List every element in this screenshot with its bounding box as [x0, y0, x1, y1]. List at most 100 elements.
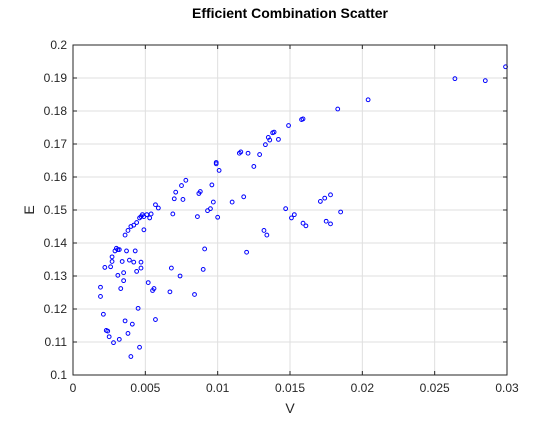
data-point	[283, 206, 289, 212]
data-point	[229, 199, 235, 205]
data-point	[338, 209, 344, 215]
data-point	[168, 265, 174, 271]
data-point	[200, 267, 206, 272]
data-point	[98, 284, 103, 290]
x-tick-label: 0.02	[351, 381, 375, 395]
data-point	[289, 215, 294, 221]
data-point	[105, 328, 111, 334]
data-point	[271, 129, 277, 135]
data-point	[125, 228, 131, 233]
y-tick-label: 0.14	[44, 236, 68, 250]
data-point	[267, 137, 273, 143]
data-point	[118, 286, 124, 291]
data-point	[286, 123, 291, 128]
data-point	[116, 336, 122, 342]
data-point	[183, 177, 189, 183]
data-point	[138, 265, 144, 271]
data-point	[209, 182, 215, 188]
y-tick-label: 0.11	[45, 335, 68, 349]
y-tick-label: 0.1	[50, 368, 67, 382]
x-tick-label: 0.03	[495, 381, 519, 395]
data-point	[328, 221, 333, 227]
data-point	[179, 183, 184, 188]
data-point	[328, 192, 333, 198]
data-point	[115, 272, 121, 278]
data-point	[138, 259, 144, 265]
data-point	[261, 228, 267, 233]
chart-title: Efficient Combination Scatter	[192, 5, 389, 21]
y-tick-label: 0.19	[44, 71, 68, 85]
data-point	[119, 259, 125, 264]
data-point	[264, 232, 270, 238]
data-point	[109, 259, 115, 264]
y-tick-label: 0.15	[44, 203, 68, 217]
x-tick-label: 0.015	[275, 381, 305, 395]
data-point	[300, 220, 306, 226]
data-point	[317, 199, 323, 204]
data-point	[365, 97, 371, 103]
y-tick-label: 0.12	[44, 302, 68, 316]
data-point	[121, 278, 127, 284]
data-point	[151, 286, 157, 291]
data-point	[125, 331, 131, 336]
data-point	[106, 334, 112, 340]
data-point	[208, 206, 213, 212]
data-point	[263, 142, 268, 148]
data-point	[116, 247, 122, 253]
data-point	[109, 254, 115, 260]
data-point	[134, 268, 140, 274]
data-point	[177, 273, 183, 279]
y-tick-label: 0.18	[44, 104, 68, 118]
data-point	[129, 321, 135, 327]
data-point	[192, 292, 197, 297]
data-point	[111, 340, 116, 346]
data-point	[131, 222, 137, 228]
data-point	[276, 136, 281, 142]
data-point	[147, 215, 153, 221]
data-point	[100, 311, 106, 317]
axis-ticks	[72, 44, 508, 376]
data-point	[102, 265, 108, 270]
data-point	[291, 212, 297, 218]
data-point	[122, 232, 128, 238]
data-point	[137, 344, 142, 350]
data-point	[300, 116, 306, 122]
data-point	[195, 214, 200, 220]
data-point	[213, 160, 219, 165]
x-axis-label: V	[285, 400, 295, 416]
data-point	[251, 164, 257, 169]
data-point	[121, 270, 127, 276]
y-tick-label: 0.17	[44, 137, 68, 151]
data-point	[215, 214, 221, 220]
data-point	[145, 280, 151, 286]
data-point	[153, 317, 158, 322]
x-tick-label: 0.01	[206, 381, 230, 395]
data-point	[148, 211, 154, 217]
x-tick-label: 0.005	[130, 381, 160, 395]
data-point	[128, 354, 134, 359]
data-point	[245, 150, 251, 156]
data-point	[131, 259, 137, 265]
data-point	[173, 189, 179, 195]
data-point	[134, 220, 140, 225]
data-point	[141, 227, 147, 233]
data-point	[202, 246, 208, 252]
x-tick-labels: 0 0.005 0.01 0.015 0.02 0.025 0.03	[70, 381, 519, 395]
x-tick-label: 0	[70, 381, 77, 395]
data-point	[482, 78, 488, 84]
data-point	[170, 211, 176, 217]
data-point	[241, 194, 247, 200]
data-point	[323, 218, 329, 224]
data-point	[132, 248, 138, 254]
data-point	[127, 257, 132, 263]
data-point	[244, 249, 250, 255]
data-point	[135, 305, 141, 311]
data-point	[197, 189, 203, 194]
data-point	[216, 168, 222, 173]
data-point	[108, 264, 114, 270]
data-point	[122, 318, 128, 324]
data-point	[257, 152, 263, 157]
y-tick-labels: 0.1 0.11 0.12 0.13 0.14 0.15 0.16 0.17 0.18 0.19 0…	[44, 38, 68, 382]
